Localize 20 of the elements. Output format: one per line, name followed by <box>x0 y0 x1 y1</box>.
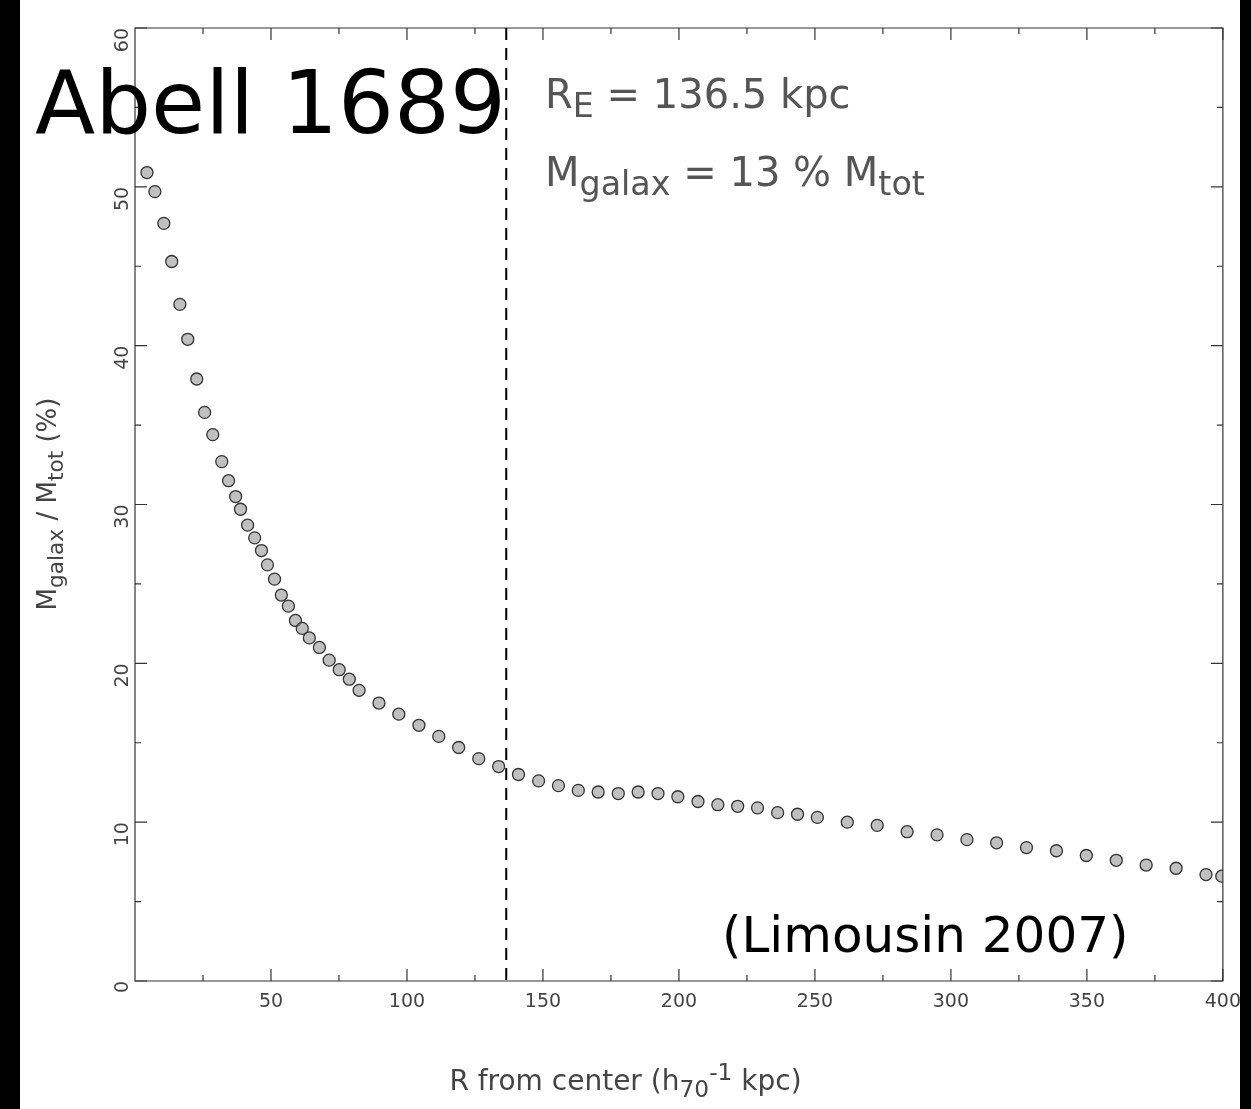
x-tick-label: 250 <box>796 989 834 1012</box>
x-tick-label: 200 <box>660 989 698 1012</box>
y-tick-label: 0 <box>109 981 132 994</box>
x-tick-label: 300 <box>932 989 970 1012</box>
y-tick-label: 50 <box>109 186 132 212</box>
y-tick-label: 40 <box>109 345 132 370</box>
annotation: M$_{galax}$ = 13 % M$_{tot}$ <box>545 149 925 203</box>
chart-title: Abell 1689 <box>35 51 507 154</box>
y-tick-label: 30 <box>109 504 132 529</box>
y-tick-label: 10 <box>109 822 132 847</box>
annotation: R$_{E}$ = 136.5 kpc <box>545 71 851 125</box>
y-tick-label: 60 <box>109 28 132 53</box>
x-tick-label: 150 <box>524 989 562 1012</box>
x-tick-label: 400 <box>1204 989 1241 1012</box>
x-tick-label: 100 <box>388 989 426 1012</box>
annotation: (Limousin 2007) <box>722 906 1129 964</box>
x-tick-label: 50 <box>258 989 284 1012</box>
y-tick-label: 20 <box>109 663 132 688</box>
x-tick-label: 350 <box>1068 989 1106 1012</box>
x-axis-title: R from center (h$_{70}$$^{-1}$ kpc) <box>448 1058 803 1103</box>
